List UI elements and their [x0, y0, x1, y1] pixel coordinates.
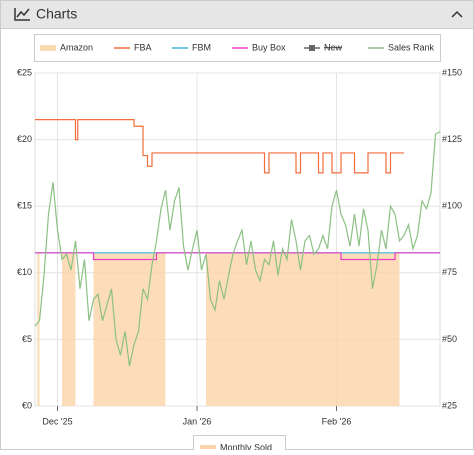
y2-tick-label: #100	[442, 201, 462, 211]
chart-icon	[14, 8, 30, 21]
y-tick-label: €20	[17, 134, 32, 144]
legend-item[interactable]: New	[304, 42, 343, 52]
y2-tick-label: #75	[442, 267, 457, 277]
y-tick-label: €15	[17, 201, 32, 211]
legend-label: Buy Box	[252, 42, 286, 52]
y2-tick-label: #25	[442, 400, 457, 410]
x-tick-label: Dec '25	[42, 416, 72, 426]
legend-label: FBA	[134, 42, 152, 52]
legend-item[interactable]: Amazon	[40, 42, 93, 52]
x-tick-label: Feb '26	[322, 416, 352, 426]
y-tick-label: €10	[17, 267, 32, 277]
x-tick-label: Jan '26	[183, 416, 212, 426]
series-line	[35, 119, 404, 174]
legend-label: Monthly Sold	[220, 442, 272, 450]
series-line	[34, 131, 441, 367]
y-tick-label: €25	[17, 67, 32, 77]
legend-item[interactable]: Sales Rank	[368, 42, 435, 52]
panel-header	[0, 0, 474, 29]
legend-swatch	[40, 45, 56, 51]
area	[206, 252, 400, 406]
legend-item[interactable]: Buy Box	[232, 42, 286, 52]
legend-label: Amazon	[60, 42, 93, 52]
legend-swatch	[200, 445, 216, 449]
y2-tick-label: #150	[442, 67, 462, 77]
y2-tick-label: #50	[442, 334, 457, 344]
legend-item[interactable]: FBM	[172, 42, 211, 52]
legend-label: Sales Rank	[388, 42, 435, 52]
legend-label: FBM	[192, 42, 211, 52]
area	[93, 252, 166, 406]
collapse-button[interactable]	[451, 10, 463, 18]
area	[37, 252, 40, 406]
legend-label: New	[324, 42, 343, 52]
y-tick-label: €5	[22, 334, 32, 344]
area	[62, 252, 76, 406]
y-tick-label: €0	[22, 400, 32, 410]
legend-marker	[309, 45, 315, 51]
y2-tick-label: #125	[442, 134, 462, 144]
legend-item[interactable]: FBA	[114, 42, 152, 52]
panel-title: Charts	[36, 6, 77, 22]
